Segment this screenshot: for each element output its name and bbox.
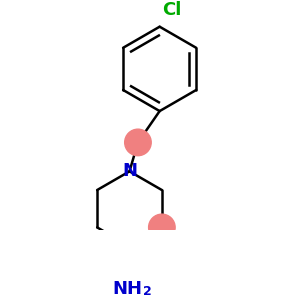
Text: 2: 2 (143, 285, 152, 298)
Text: NH: NH (112, 280, 142, 298)
Text: N: N (122, 162, 137, 180)
Text: Cl: Cl (162, 2, 182, 20)
Circle shape (125, 129, 151, 156)
Circle shape (148, 214, 175, 241)
